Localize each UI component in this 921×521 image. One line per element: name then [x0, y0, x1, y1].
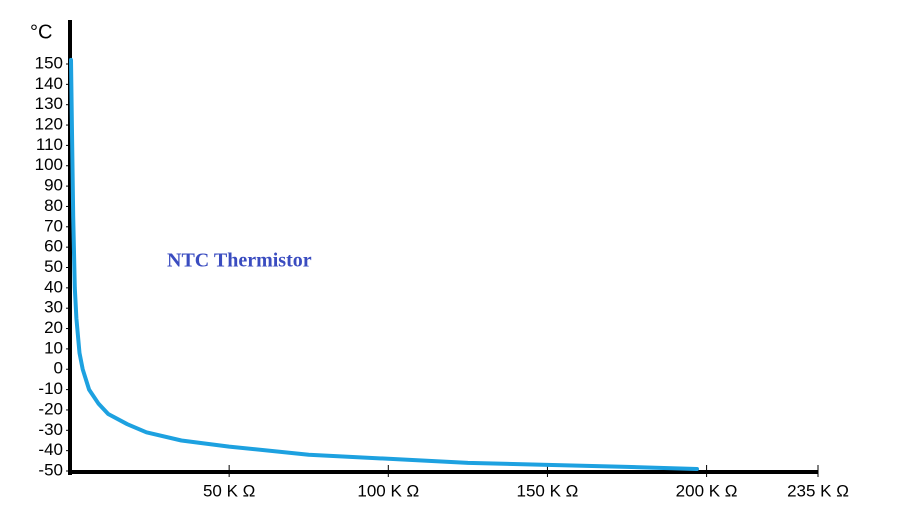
y-tick-label: -50 — [38, 460, 63, 479]
y-tick-label: 30 — [44, 298, 63, 317]
y-tick-label: 140 — [35, 74, 63, 93]
y-tick-label: 20 — [44, 318, 63, 337]
y-tick-label: 40 — [44, 277, 63, 296]
data-line — [69, 57, 699, 471]
y-tick-label: 80 — [44, 196, 63, 215]
y-tick-label: -10 — [38, 379, 63, 398]
y-tick-label: -20 — [38, 399, 63, 418]
x-tick-label: 100 K Ω — [357, 481, 419, 500]
x-tick-label: 150 K Ω — [517, 481, 579, 500]
x-tick-label: 200 K Ω — [676, 481, 738, 500]
y-tick-label: 0 — [54, 359, 63, 378]
y-tick-label: 60 — [44, 237, 63, 256]
y-tick-label: -40 — [38, 440, 63, 459]
y-axis-label: °C — [30, 21, 52, 43]
y-tick-label: 120 — [35, 115, 63, 134]
x-tick-label: 50 K Ω — [203, 481, 255, 500]
y-tick-label: 10 — [44, 338, 63, 357]
y-tick-label: 130 — [35, 94, 63, 113]
y-tick-label: 150 — [35, 53, 63, 72]
y-tick-label: 110 — [36, 135, 63, 154]
y-tick-label: 70 — [44, 216, 63, 235]
x-tick-label: 235 K Ω — [787, 481, 849, 500]
y-tick-label: 90 — [44, 176, 63, 195]
y-tick-label: 50 — [44, 257, 63, 276]
y-tick-label: -30 — [38, 420, 63, 439]
annotation: NTC Thermistor — [167, 250, 312, 272]
y-tick-label: 100 — [35, 155, 63, 174]
